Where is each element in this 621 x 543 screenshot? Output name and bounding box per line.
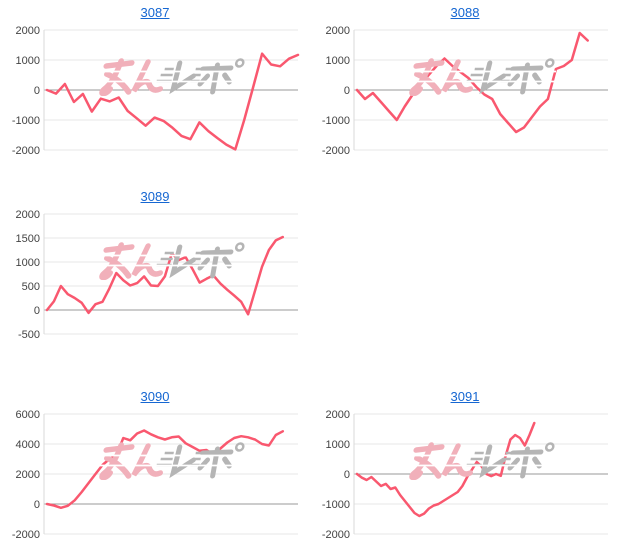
empty-cell	[310, 188, 620, 342]
svg-text:1000: 1000	[326, 439, 350, 451]
chart-3088-link[interactable]: 3088	[450, 5, 480, 20]
svg-text:-2000: -2000	[322, 529, 350, 541]
svg-text:2000: 2000	[326, 409, 350, 421]
svg-text:2000: 2000	[16, 25, 40, 37]
svg-text:500: 500	[22, 281, 40, 293]
chart-3088-plot: 2000 1000 0 -1000 -2000	[322, 25, 608, 157]
chart-3087-plot: 2000 1000 0 -1000 -2000	[12, 25, 300, 157]
chart-3089-plot: 2000 1500 1000 500 0 -500	[16, 209, 298, 341]
chart-3087-area: 2000 1000 0 -1000 -2000	[0, 24, 310, 158]
chart-3087-cell: 3087 2000 1000 0 -1000 -2000	[0, 4, 310, 158]
chart-3090-cell: 3090 6000 4000 2000 0 -2000	[0, 388, 310, 542]
svg-text:1000: 1000	[16, 257, 40, 269]
svg-text:-2000: -2000	[12, 145, 40, 157]
chart-3089-cell: 3089 2000 1500 1000 500 0 -500	[0, 188, 310, 342]
svg-text:-1000: -1000	[322, 115, 350, 127]
svg-text:0: 0	[34, 499, 40, 511]
chart-3089-area: 2000 1500 1000 500 0 -500	[0, 208, 310, 342]
svg-text:0: 0	[34, 305, 40, 317]
chart-3091-link[interactable]: 3091	[450, 389, 480, 404]
svg-text:2000: 2000	[326, 25, 350, 37]
svg-text:2000: 2000	[16, 209, 40, 221]
chart-3088-cell: 3088 2000 1000 0 -1000 -2000	[310, 4, 620, 158]
chart-3091-area: 2000 1000 0 -1000 -2000	[310, 408, 620, 542]
chart-3088-area: 2000 1000 0 -1000 -2000	[310, 24, 620, 158]
svg-text:1000: 1000	[16, 55, 40, 67]
svg-text:-2000: -2000	[12, 529, 40, 541]
charts-row-2: 3089 2000 1500 1000 500 0 -500	[0, 188, 621, 342]
chart-3090-link[interactable]: 3090	[140, 389, 170, 404]
chart-3089-link[interactable]: 3089	[140, 189, 170, 204]
svg-text:2000: 2000	[16, 469, 40, 481]
svg-text:-500: -500	[18, 329, 40, 341]
svg-text:-1000: -1000	[322, 499, 350, 511]
chart-3091-cell: 3091 2000 1000 0 -1000 -2000	[310, 388, 620, 542]
svg-text:4000: 4000	[16, 439, 40, 451]
svg-text:0: 0	[344, 85, 350, 97]
svg-text:1500: 1500	[16, 233, 40, 245]
svg-text:-1000: -1000	[12, 115, 40, 127]
svg-text:1000: 1000	[326, 55, 350, 67]
svg-text:-2000: -2000	[322, 145, 350, 157]
svg-text:0: 0	[344, 469, 350, 481]
charts-row-1: 3087 2000 1000 0 -1000 -2000	[0, 4, 621, 158]
chart-3090-area: 6000 4000 2000 0 -2000	[0, 408, 310, 542]
chart-3091-plot: 2000 1000 0 -1000 -2000	[322, 409, 608, 541]
chart-3090-plot: 6000 4000 2000 0 -2000	[12, 409, 298, 541]
svg-text:0: 0	[34, 85, 40, 97]
chart-3087-link[interactable]: 3087	[140, 5, 170, 20]
svg-text:6000: 6000	[16, 409, 40, 421]
charts-row-3: 3090 6000 4000 2000 0 -2000	[0, 388, 621, 542]
